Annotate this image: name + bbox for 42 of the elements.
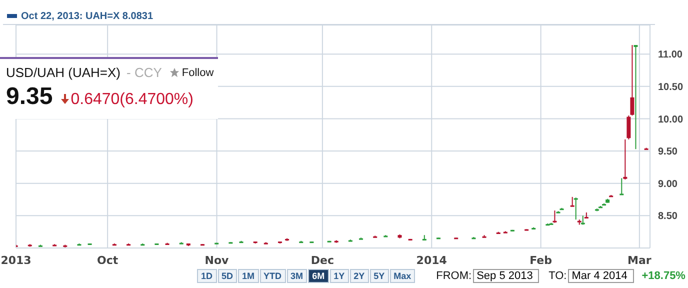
x-tick-label: Dec xyxy=(310,254,334,267)
text: Sep 5 2013 xyxy=(472,269,539,283)
candlestick xyxy=(620,178,624,196)
x-tick-label: Nov xyxy=(204,254,230,267)
x-tick-label: Oct xyxy=(97,254,118,267)
y-tick-label: 9.50 xyxy=(658,146,678,158)
y-tick-label: 10.50 xyxy=(658,82,684,93)
x-tick-label: Feb xyxy=(530,254,552,267)
x-tick-label: 2014 xyxy=(416,254,448,267)
text: +18.75% xyxy=(642,270,686,282)
y-tick-label: 8.50 xyxy=(658,211,678,222)
candlestick xyxy=(626,114,631,140)
text: USD/UAH (UAH=X) xyxy=(6,65,120,80)
x-tick-label: 2013 xyxy=(0,254,32,267)
text: FROM: xyxy=(436,270,472,282)
candlestick xyxy=(623,138,628,180)
candlestick xyxy=(634,44,638,150)
candlestick xyxy=(574,197,578,220)
x-tick-label: Mar xyxy=(628,254,652,267)
text: 1Y xyxy=(330,269,349,283)
text: 1M xyxy=(238,269,259,283)
candlestick xyxy=(552,210,557,224)
text: 5Y xyxy=(370,269,389,283)
y-tick-label: 10.00 xyxy=(658,114,684,126)
annotation: Follow xyxy=(182,66,214,78)
y-tick-label: 11.00 xyxy=(658,50,683,61)
text: Oct 22, 2013: UAH=X 8.0831 xyxy=(21,10,154,22)
annotation: - CCY xyxy=(126,65,162,80)
text: 3M xyxy=(286,269,308,283)
text: Max xyxy=(390,269,416,283)
annotation: 0.6470(6.4700%) xyxy=(70,91,194,109)
text: 6M xyxy=(308,269,329,283)
annotation: 9.35 xyxy=(6,83,53,111)
text: YTD xyxy=(260,269,286,283)
text: 1D xyxy=(197,269,217,283)
text: TO: xyxy=(548,270,567,282)
candlestick xyxy=(570,196,574,208)
candlestick xyxy=(630,44,634,116)
y-tick-label: 9.00 xyxy=(658,178,678,190)
text: Mar 4 2014 xyxy=(568,269,634,283)
text: 5D xyxy=(218,269,238,283)
text: 2Y xyxy=(350,269,369,283)
